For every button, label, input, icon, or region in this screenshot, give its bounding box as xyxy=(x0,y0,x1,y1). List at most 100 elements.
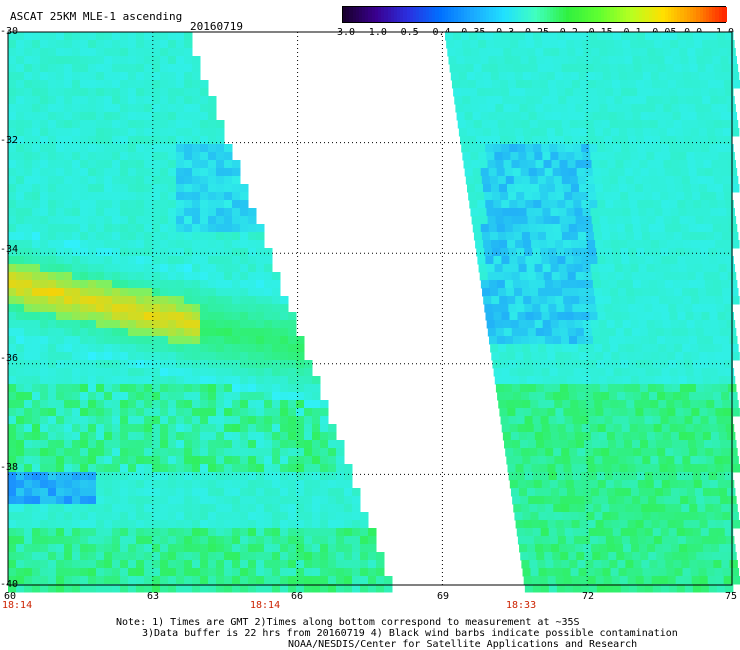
swath-cell xyxy=(559,160,569,169)
swath-cell xyxy=(521,504,530,513)
swath-cell xyxy=(609,120,619,129)
swath-cell xyxy=(216,504,225,513)
swath-cell xyxy=(224,200,233,209)
swath-cell xyxy=(184,392,193,401)
swath-cell xyxy=(168,328,177,337)
swath-cell xyxy=(208,104,217,113)
colorbar-segment xyxy=(543,7,549,22)
swath-cell xyxy=(541,536,551,545)
swath-cell xyxy=(686,208,695,217)
swath-cell xyxy=(614,320,624,329)
swath-cell xyxy=(96,200,105,209)
swath-cell xyxy=(104,496,113,505)
swath-cell xyxy=(605,424,615,433)
swath-cell xyxy=(136,552,145,561)
swath-cell xyxy=(216,208,225,217)
swath-cell xyxy=(56,488,65,497)
swath-cell xyxy=(32,568,41,577)
swath-cell xyxy=(485,32,494,41)
swath-cell xyxy=(240,368,249,377)
swath-cell xyxy=(568,496,577,505)
swath-cell xyxy=(663,544,672,553)
swath-cell xyxy=(566,432,576,441)
swath-cell xyxy=(144,64,153,73)
swath-cell xyxy=(216,496,225,505)
swath-cell xyxy=(644,192,653,201)
swath-cell xyxy=(168,112,177,121)
colorbar-segment xyxy=(645,7,651,22)
swath-cell xyxy=(650,400,659,409)
swath-cell xyxy=(683,576,693,585)
swath-cell xyxy=(705,120,715,129)
swath-cell xyxy=(232,456,241,465)
swath-cell xyxy=(515,240,524,249)
swath-cell xyxy=(505,120,515,129)
swath-cell xyxy=(723,240,732,249)
swath-cell xyxy=(136,336,145,345)
swath-cell xyxy=(725,312,735,321)
swath-cell xyxy=(32,176,41,185)
swath-cell xyxy=(555,80,565,89)
swath-cell xyxy=(8,416,17,425)
swath-cell xyxy=(160,240,169,249)
swath-cell xyxy=(120,280,129,289)
swath-cell xyxy=(8,240,17,249)
colorbar-segment xyxy=(527,7,533,22)
colorbar-segment xyxy=(435,7,441,22)
swath-cell xyxy=(713,392,722,401)
swath-cell xyxy=(152,48,161,57)
swath-cell xyxy=(120,520,129,529)
swath-cell xyxy=(296,472,305,481)
swath-cell xyxy=(216,200,225,209)
swath-cell xyxy=(232,480,241,489)
swath-cell xyxy=(574,376,584,385)
swath-cell xyxy=(136,536,145,545)
swath-cell xyxy=(695,48,704,57)
swath-cell xyxy=(192,496,201,505)
swath-cell xyxy=(136,304,145,313)
swath-cell xyxy=(664,168,674,177)
swath-cell xyxy=(594,344,603,353)
swath-cell xyxy=(176,48,185,57)
swath-cell xyxy=(612,304,621,313)
swath-cell xyxy=(540,136,549,145)
swath-cell xyxy=(674,344,683,353)
swath-cell xyxy=(120,200,129,209)
swath-cell xyxy=(8,272,17,281)
swath-cell xyxy=(72,544,81,553)
swath-cell xyxy=(575,160,585,169)
swath-cell xyxy=(176,368,185,377)
swath-cell xyxy=(565,32,574,41)
swath-cell xyxy=(96,496,105,505)
swath-cell xyxy=(328,536,337,545)
colorbar-segment xyxy=(384,7,390,22)
swath-cell xyxy=(304,384,313,393)
swath-cell xyxy=(104,80,113,89)
swath-cell xyxy=(674,128,684,137)
swath-cell xyxy=(615,272,625,281)
swath-cell xyxy=(104,400,113,409)
swath-cell xyxy=(200,384,209,393)
swath-cell xyxy=(232,448,241,457)
swath-cell xyxy=(248,256,257,265)
swath-cell xyxy=(565,368,575,377)
swath-cell xyxy=(677,480,687,489)
swath-cell xyxy=(728,224,738,233)
swath-cell xyxy=(725,368,735,377)
swath-cell xyxy=(248,296,257,305)
swath-cell xyxy=(208,536,217,545)
swath-cell xyxy=(8,192,17,201)
swath-cell xyxy=(72,480,81,489)
swath-cell xyxy=(304,584,313,593)
swath-cell xyxy=(596,192,605,201)
swath-cell xyxy=(679,272,689,281)
swath-cell xyxy=(714,344,723,353)
swath-cell xyxy=(494,96,503,105)
swath-cell xyxy=(16,488,25,497)
swath-cell xyxy=(651,296,660,305)
swath-cell xyxy=(565,536,575,545)
swath-cell xyxy=(513,448,522,457)
swath-cell xyxy=(655,328,665,337)
swath-cell xyxy=(320,520,329,529)
swath-cell xyxy=(636,416,646,425)
